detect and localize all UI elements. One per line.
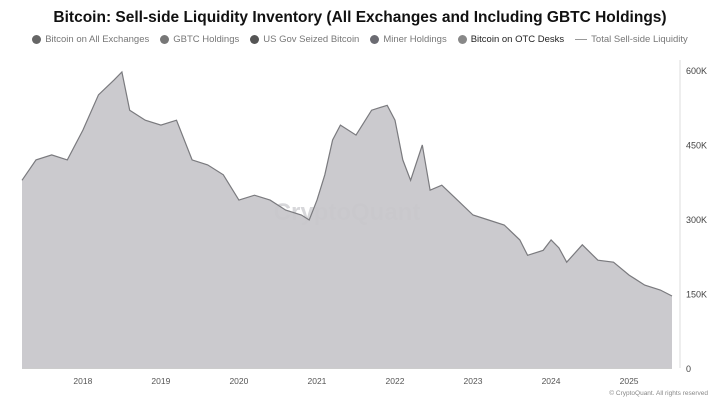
series-line — [21, 70, 673, 297]
legend-dot-icon — [160, 35, 170, 44]
legend-line-icon — [575, 39, 588, 40]
legend-item[interactable]: GBTC Holdings — [160, 34, 239, 45]
copyright: © CryptoQuant. All rights reserved — [609, 390, 708, 397]
legend-label: Total Sell-side Liquidity — [591, 34, 688, 45]
legend-item[interactable]: Bitcoin on OTC Desks — [457, 34, 565, 45]
legend-label: Miner Holdings — [383, 34, 447, 45]
x-tick-label: 2020 — [229, 376, 248, 386]
legend-label: Bitcoin on All Exchanges — [45, 34, 150, 45]
x-tick-label: 2023 — [464, 376, 483, 386]
legend-dot-icon — [457, 35, 467, 44]
chart-title: Bitcoin: Sell-side Liquidity Inventory (… — [53, 9, 667, 26]
x-tick-label: 2025 — [620, 376, 639, 386]
x-tick-label: 2024 — [542, 376, 561, 386]
legend-dot-icon — [32, 35, 42, 44]
legend-label: GBTC Holdings — [173, 34, 240, 45]
y-tick-label: 300K — [686, 215, 707, 225]
legend-dot-icon — [250, 35, 260, 44]
x-tick-label: 2019 — [151, 376, 170, 386]
legend: Bitcoin on All Exchanges GBTC Holdings US … — [0, 34, 720, 45]
series-area — [22, 72, 672, 368]
legend-item[interactable]: Total Sell-side Liquidity — [575, 34, 688, 45]
legend-item[interactable]: Miner Holdings — [370, 34, 447, 45]
x-tick-label: 2022 — [386, 376, 405, 386]
y-tick-label: 150K — [686, 290, 707, 300]
legend-item[interactable]: US Gov Seized Bitcoin — [250, 34, 359, 45]
y-tick-label: 600K — [686, 66, 707, 76]
x-tick-label: 2018 — [73, 376, 92, 386]
x-tick-label: 2021 — [307, 376, 326, 386]
legend-label: US Gov Seized Bitcoin — [263, 34, 360, 45]
legend-label: Bitcoin on OTC Desks — [470, 34, 565, 45]
y-tick-label: 450K — [686, 141, 707, 151]
legend-dot-icon — [370, 35, 380, 44]
legend-item[interactable]: Bitcoin on All Exchanges — [32, 34, 149, 45]
y-tick-label: 0 — [686, 364, 691, 374]
